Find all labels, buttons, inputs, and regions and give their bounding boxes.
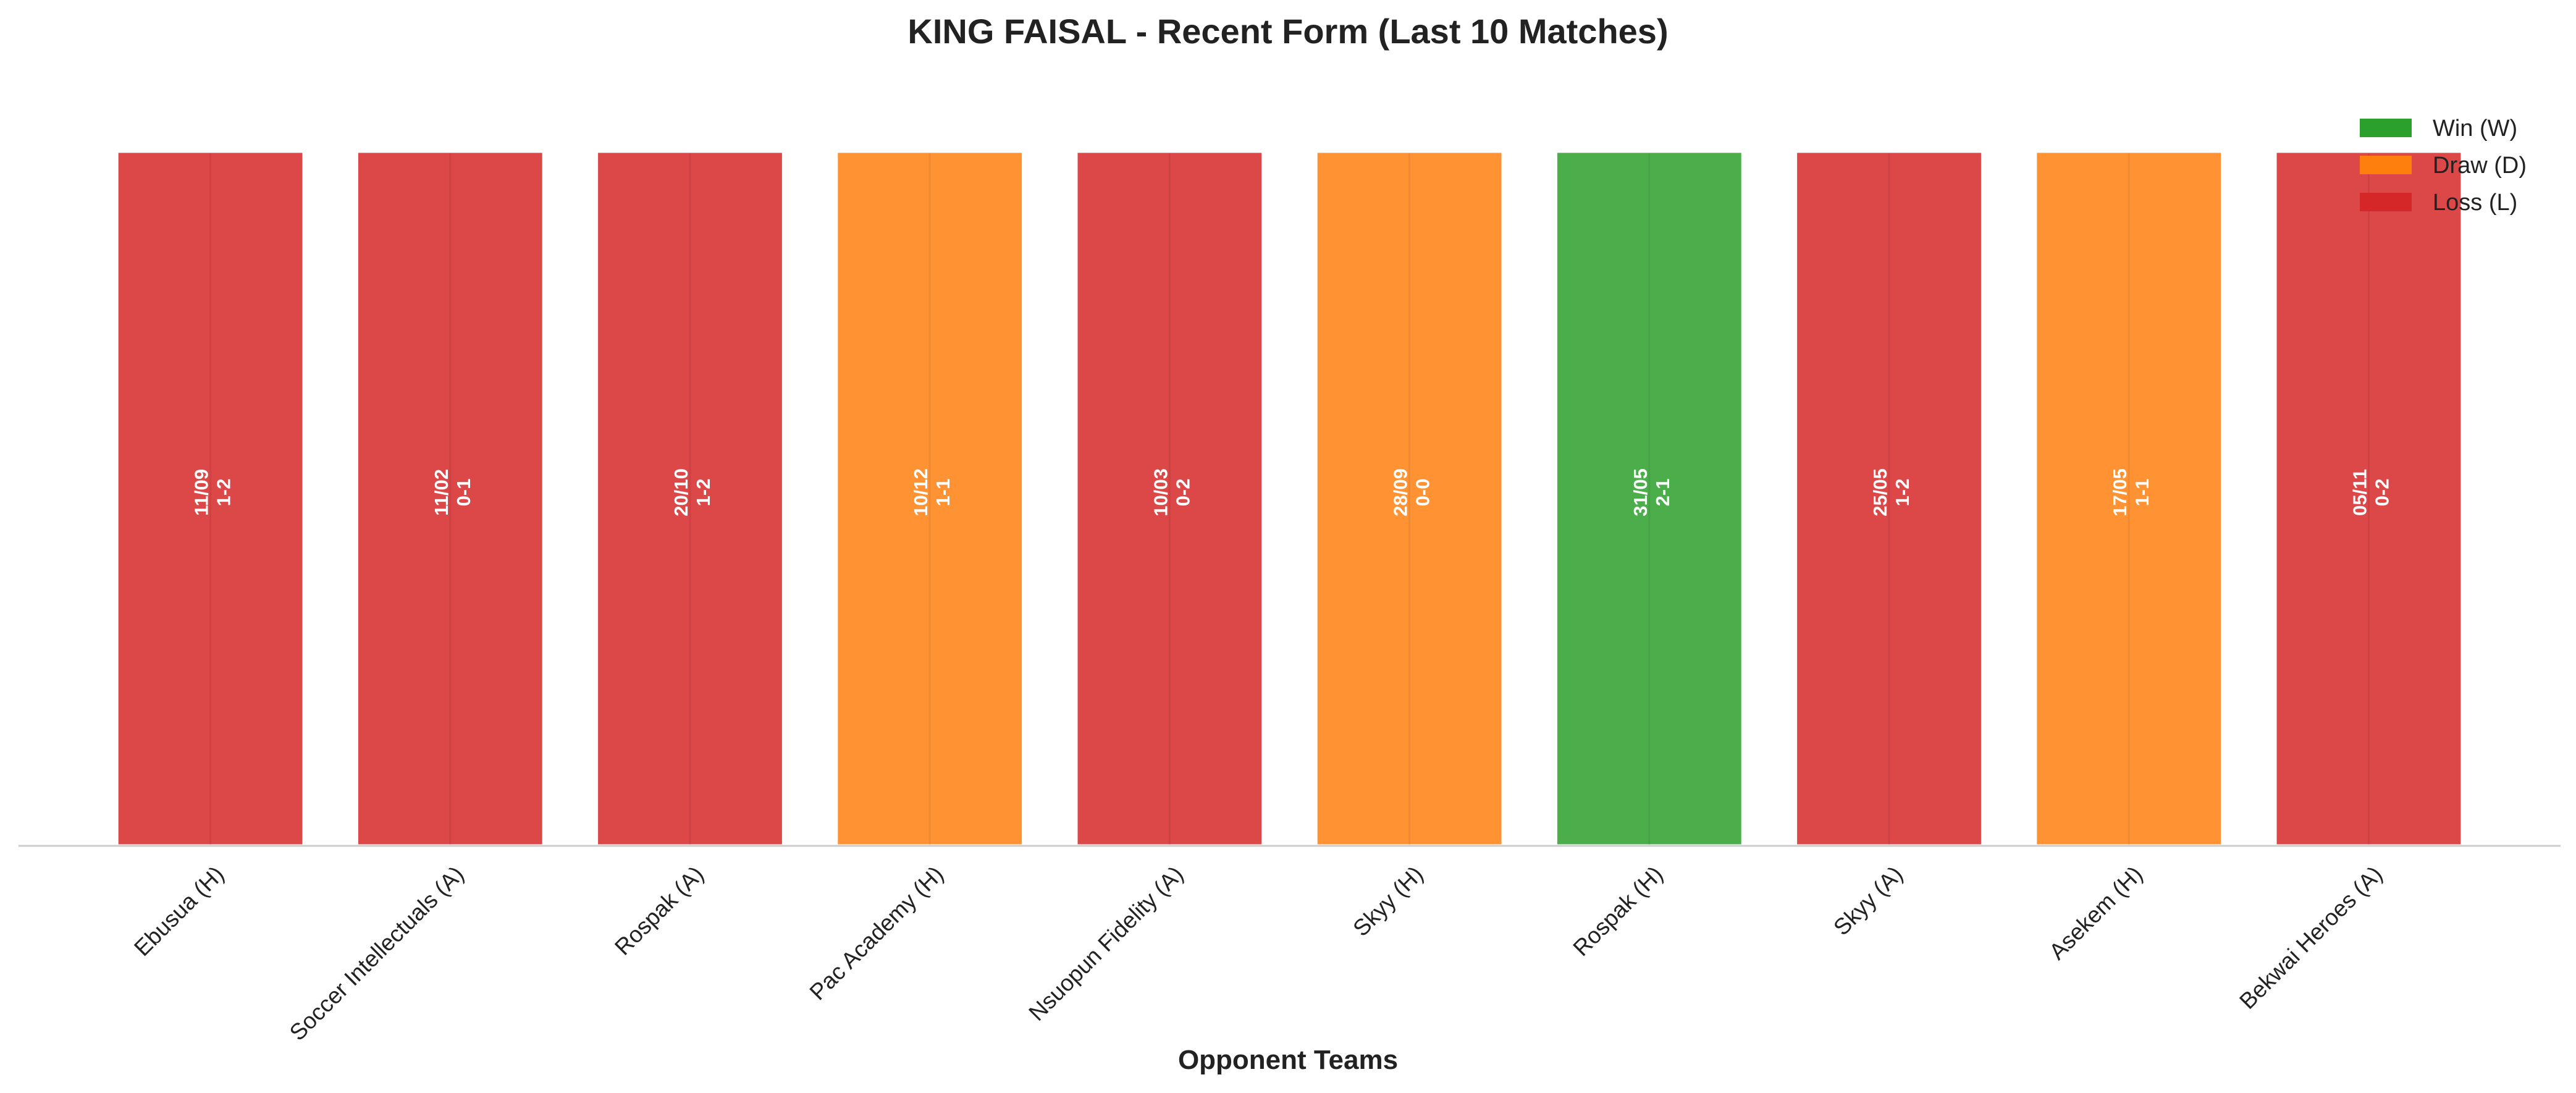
- legend: Win (W) Draw (D) Loss (L): [2360, 116, 2527, 216]
- legend-swatch-w: [2360, 119, 2412, 137]
- bar-label-3: 20/101-2: [670, 468, 714, 517]
- legend-label-d: Draw (D): [2433, 153, 2527, 179]
- legend-swatch-l: [2360, 193, 2412, 211]
- x-tick-3: Rospak (A): [610, 861, 709, 960]
- legend-label-w: Win (W): [2433, 116, 2517, 141]
- bar-label-10: 05/110-2: [2349, 469, 2393, 516]
- x-tick-labels: Ebusua (H) Soccer Intellectuals (A) Rospak…: [129, 861, 2387, 1045]
- x-tick-4: Pac Academy (H): [805, 861, 949, 1005]
- bar-label-2: 11/020-1: [431, 469, 474, 516]
- x-tick-10: Bekwai Heroes (A): [2234, 861, 2387, 1014]
- bar-label-9: 17/051-1: [2109, 468, 2153, 517]
- x-tick-7: Rospak (H): [1568, 861, 1667, 961]
- x-tick-9: Asekem (H): [2044, 861, 2147, 964]
- bar-label-6: 28/090-0: [1390, 468, 1434, 517]
- bar-5: [1074, 150, 1265, 848]
- x-tick-5: Nsuopun Fidelity (A): [1024, 861, 1188, 1026]
- bar-4: [835, 150, 1025, 848]
- bar-3: [595, 150, 785, 848]
- x-tick-2: Soccer Intellectuals (A): [285, 861, 469, 1045]
- bar-label-7: 31/052-1: [1630, 468, 1673, 517]
- bar-1: [115, 150, 306, 848]
- bar-7: [1554, 150, 1745, 848]
- x-tick-6: Skyy (H): [1348, 861, 1428, 941]
- x-axis-label: Opponent Teams: [1178, 1045, 1398, 1075]
- bar-8: [1794, 150, 1984, 848]
- legend-swatch-d: [2360, 156, 2412, 174]
- x-tick-1: Ebusua (H): [129, 861, 229, 961]
- chart-title: KING FAISAL - Recent Form (Last 10 Match…: [907, 12, 1668, 51]
- bar-label-4: 10/121-1: [910, 468, 954, 517]
- legend-label-l: Loss (L): [2433, 190, 2517, 216]
- bar-label-8: 25/051-2: [1869, 468, 1913, 517]
- bar-10: [2273, 150, 2464, 848]
- bar-labels-layer: 11/091-2 11/020-1 20/101-2 10/121-1 10/030-2…: [191, 468, 2393, 517]
- bar-6: [1314, 150, 1505, 848]
- bars-layer: [115, 150, 2464, 848]
- bar-label-5: 10/030-2: [1150, 468, 1193, 517]
- bar-2: [355, 150, 545, 848]
- bar-label-1: 11/091-2: [191, 469, 235, 516]
- x-tick-8: Skyy (A): [1829, 861, 1908, 940]
